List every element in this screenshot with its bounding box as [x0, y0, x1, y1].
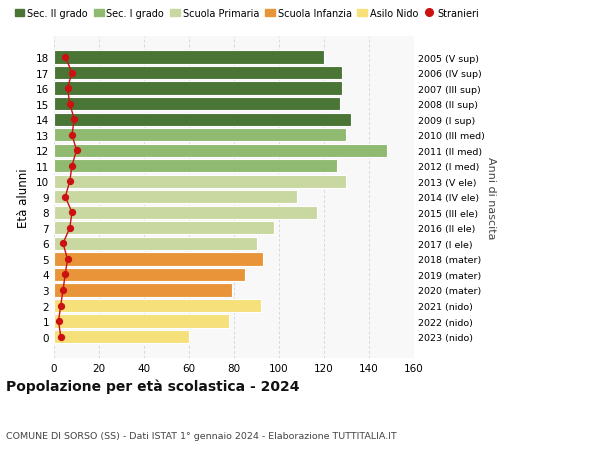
- Point: [63, 85, 72, 93]
- Point: [61, 54, 70, 62]
- Bar: [54, 268, 245, 281]
- Point: [63, 256, 72, 263]
- Y-axis label: Anni di nascita: Anni di nascita: [486, 156, 496, 239]
- Bar: [54, 222, 274, 235]
- Point: [61, 271, 70, 279]
- Bar: [54, 315, 229, 328]
- Bar: [54, 253, 263, 266]
- Point: [67, 132, 77, 139]
- Bar: [54, 51, 324, 65]
- Text: COMUNE DI SORSO (SS) - Dati ISTAT 1° gennaio 2024 - Elaborazione TUTTITALIA.IT: COMUNE DI SORSO (SS) - Dati ISTAT 1° gen…: [6, 431, 397, 441]
- Point: [70, 116, 79, 123]
- Bar: [54, 299, 261, 313]
- Bar: [54, 160, 337, 173]
- Point: [54, 318, 64, 325]
- Point: [58, 287, 68, 294]
- Point: [65, 225, 74, 232]
- Point: [56, 333, 65, 341]
- Legend: Sec. II grado, Sec. I grado, Scuola Primaria, Scuola Infanzia, Asilo Nido, Stran: Sec. II grado, Sec. I grado, Scuola Prim…: [11, 5, 482, 22]
- Text: Popolazione per età scolastica - 2024: Popolazione per età scolastica - 2024: [6, 379, 299, 393]
- Bar: [54, 191, 297, 204]
- Point: [61, 194, 70, 201]
- Bar: [54, 113, 351, 127]
- Bar: [54, 237, 257, 251]
- Point: [67, 162, 77, 170]
- Y-axis label: Età alunni: Età alunni: [17, 168, 31, 227]
- Point: [65, 178, 74, 185]
- Point: [56, 302, 65, 309]
- Point: [67, 209, 77, 217]
- Point: [67, 70, 77, 77]
- Point: [72, 147, 82, 155]
- Bar: [54, 284, 232, 297]
- Bar: [54, 144, 387, 157]
- Bar: [54, 67, 342, 80]
- Bar: [54, 175, 346, 189]
- Bar: [54, 330, 189, 343]
- Bar: [54, 129, 346, 142]
- Point: [65, 101, 74, 108]
- Point: [58, 240, 68, 247]
- Bar: [54, 82, 342, 95]
- Bar: [54, 98, 340, 111]
- Bar: [54, 206, 317, 219]
